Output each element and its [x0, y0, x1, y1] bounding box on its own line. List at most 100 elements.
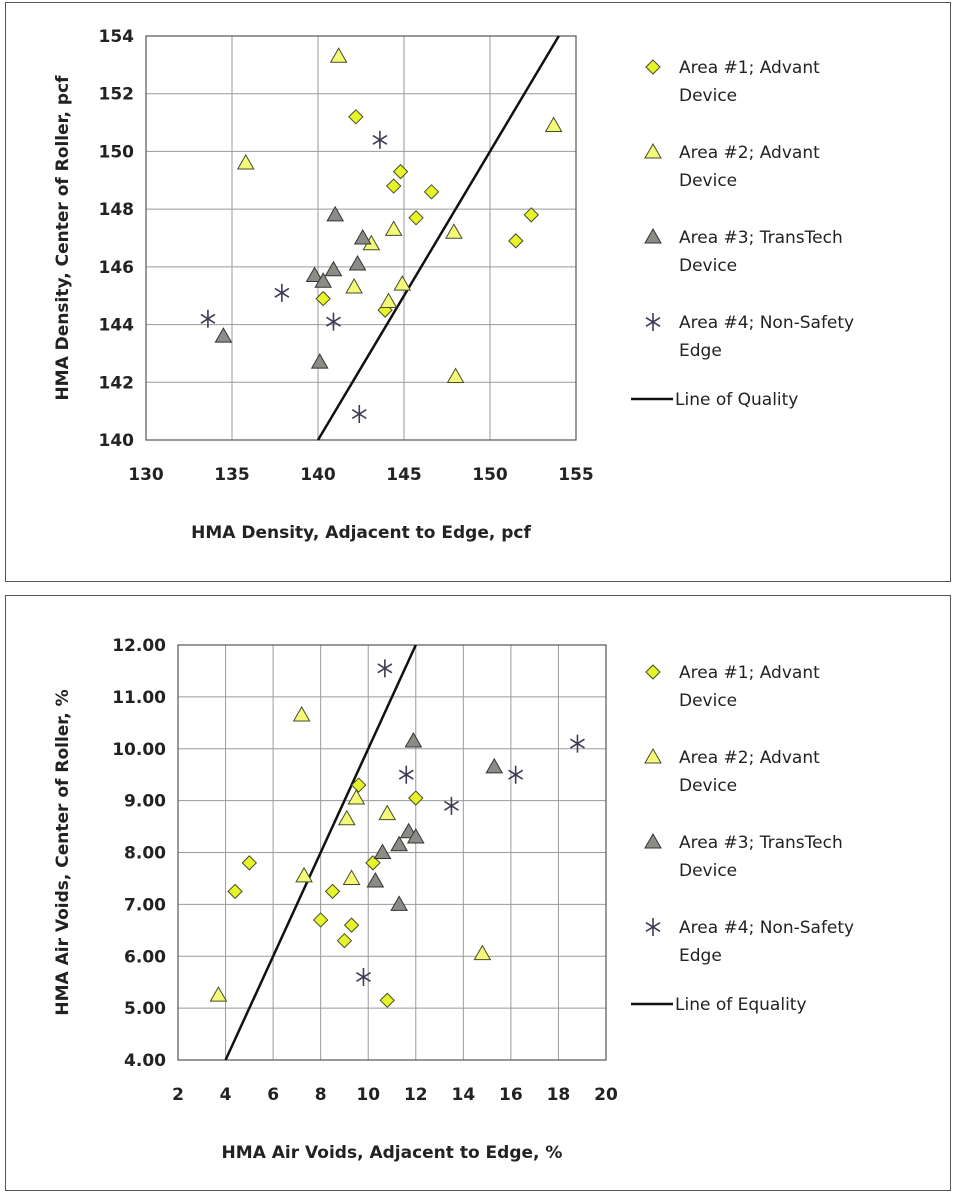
data-point	[392, 163, 409, 180]
data-point	[379, 992, 395, 1009]
y-tick-label: 142	[99, 373, 135, 393]
y-tick-label: 9.00	[124, 792, 166, 812]
data-point	[523, 207, 539, 223]
y-tick-label: 11.00	[112, 688, 166, 708]
data-point	[404, 731, 423, 748]
x-tick-label: 145	[386, 465, 422, 485]
y-tick-label: 140	[99, 431, 135, 451]
legend-entry: Area #2; Advant Device	[679, 143, 820, 191]
legend-entry-reference-line: Line of Equality	[675, 995, 807, 1015]
legend-marker	[645, 918, 661, 936]
y-tick-label: 4.00	[124, 1051, 166, 1071]
y-tick-label: 146	[99, 258, 135, 278]
data-point	[485, 757, 504, 774]
legend-entry-line: Area #2; Advant	[679, 143, 820, 163]
data-point	[373, 843, 392, 859]
legend-entry-reference-line: Line of Quality	[675, 390, 798, 410]
x-tick-label: 4	[220, 1085, 232, 1105]
data-point	[372, 130, 388, 149]
chart-panel-air-voids: 2 4 6 8 10 12 14 16 18 20 4.00 5.00 6.00 7.00 8.00 9.00…	[5, 595, 951, 1191]
legend-entry: Area #3; TransTech Device	[679, 228, 843, 276]
legend-entry-line: Area #4; Non-Safety	[679, 313, 854, 333]
x-tick-label: 14	[451, 1085, 475, 1105]
legend-marker	[645, 59, 661, 75]
y-tick-label: 154	[99, 27, 135, 47]
y-tick-label: 148	[99, 200, 135, 220]
y-tick-label: 8.00	[124, 844, 166, 864]
reference-line	[224, 644, 417, 1061]
data-point	[379, 292, 398, 308]
data-point	[214, 327, 233, 343]
x-tick-label: 18	[547, 1085, 571, 1105]
data-point	[347, 789, 366, 805]
density-chart: 130 135 140 145 150 155 140 142 144 146 148 150 152 1…	[53, 27, 854, 543]
legend-entry-line: Area #2; Advant	[679, 748, 820, 768]
data-point	[236, 153, 255, 170]
x-axis-title: HMA Air Voids, Adjacent to Edge, %	[222, 1143, 563, 1163]
data-point	[241, 855, 258, 871]
y-axis-title: HMA Density, Center of Roller, pcf	[53, 75, 73, 401]
data-point	[292, 706, 311, 722]
data-point	[351, 777, 367, 793]
data-point	[353, 228, 372, 245]
chart-panel-density: 130 135 140 145 150 155 140 142 144 146 148 150 152 1…	[5, 2, 951, 582]
data-point	[377, 659, 393, 678]
series-2	[209, 706, 492, 1002]
y-tick-label: 10.00	[112, 740, 166, 760]
y-tick-label: 6.00	[124, 947, 166, 967]
data-point	[390, 895, 408, 911]
data-point	[423, 184, 440, 200]
data-point	[408, 790, 424, 806]
data-point	[342, 869, 361, 885]
data-point	[324, 883, 341, 900]
y-tick-label: 12.00	[112, 636, 166, 656]
legend: Area #1; Advant Device Area #2; Advant Devi…	[631, 663, 854, 1015]
legend-entry-line: Edge	[679, 341, 722, 361]
data-point	[312, 912, 329, 928]
plot-area-border	[145, 35, 577, 441]
data-point	[365, 855, 381, 871]
y-tick-label: 7.00	[124, 895, 166, 915]
legend-entry: Area #4; Non-Safety Edge	[679, 313, 854, 361]
legend-marker	[644, 142, 662, 159]
data-point	[351, 405, 367, 424]
series-2	[236, 47, 563, 384]
legend-entry-line: Area #3; TransTech	[679, 833, 843, 853]
series-1	[315, 109, 539, 318]
data-point	[345, 278, 363, 294]
air-voids-chart: 2 4 6 8 10 12 14 16 18 20 4.00 5.00 6.00 7.00 8.00 9.00…	[53, 636, 854, 1163]
legend-entry: Area #1; Advant Device	[679, 663, 820, 711]
y-tick-label: 152	[99, 85, 135, 105]
data-point	[366, 872, 385, 888]
legend-marker	[645, 313, 661, 331]
data-point	[508, 233, 524, 249]
data-point	[398, 765, 414, 784]
data-point	[444, 796, 459, 815]
legend-entry-line: Device	[679, 691, 737, 711]
legend-entry-line: Device	[679, 86, 737, 106]
data-point	[508, 765, 524, 784]
data-point	[326, 312, 341, 331]
legend-marker	[644, 227, 662, 244]
data-point	[384, 220, 403, 236]
x-tick-label: 12	[404, 1085, 428, 1105]
y-tick-label: 150	[99, 142, 135, 162]
series-1	[227, 777, 424, 1009]
data-point	[209, 986, 228, 1002]
legend-entry-line: Device	[679, 256, 737, 276]
x-tick-label: 155	[558, 465, 594, 485]
x-tick-label: 20	[594, 1085, 618, 1105]
data-point	[348, 254, 367, 271]
data-point	[326, 205, 345, 222]
data-point	[348, 109, 364, 125]
x-tick-label: 6	[267, 1085, 279, 1105]
legend-entry-line: Area #4; Non-Safety	[679, 918, 854, 938]
data-point	[393, 275, 412, 291]
data-point	[337, 809, 356, 826]
data-point	[446, 367, 465, 384]
series-4	[356, 659, 585, 986]
legend-entry-line: Area #1; Advant	[679, 663, 820, 683]
legend-entry-line: Device	[679, 861, 737, 881]
data-point	[324, 260, 343, 277]
legend-entry: Area #1; Advant Device	[679, 58, 820, 106]
